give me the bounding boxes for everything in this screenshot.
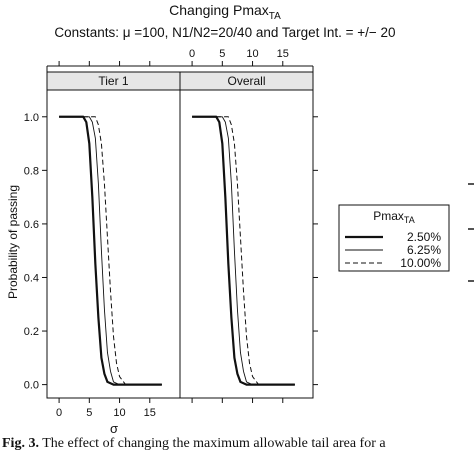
edge-mark bbox=[468, 280, 474, 282]
chart-title-main: Changing Pmax bbox=[169, 2, 269, 18]
series-line-625 bbox=[59, 116, 162, 386]
legend-title-subscript: TA bbox=[404, 215, 415, 225]
x-tick-label-top: 5 bbox=[219, 48, 225, 60]
y-tick-label: 0.6 bbox=[24, 219, 39, 231]
y-tick-label: 0.2 bbox=[24, 326, 39, 338]
y-tick-label: 0.0 bbox=[24, 380, 39, 392]
x-tick-label-bottom: 0 bbox=[56, 407, 62, 419]
chart-title-subscript: TA bbox=[269, 11, 281, 22]
legend-title: PmaxTA bbox=[373, 209, 415, 225]
chart: Changing PmaxTA Constants: μ =100, N1/N2… bbox=[6, 2, 450, 436]
series-line-250 bbox=[192, 115, 295, 386]
panel-strip-label: Tier 1 bbox=[98, 74, 129, 88]
legend-label-10-00: 10.00% bbox=[400, 256, 441, 270]
legend-label-2-50: 2.50% bbox=[407, 230, 441, 244]
x-axis-label: σ bbox=[110, 421, 118, 436]
y-tick-label: 0.8 bbox=[24, 165, 39, 177]
panel-frame bbox=[179, 89, 314, 399]
x-tick-label-bottom: 10 bbox=[113, 407, 125, 419]
edge-mark bbox=[468, 228, 474, 230]
series-line-250 bbox=[59, 115, 162, 386]
panel-strip-label: Overall bbox=[227, 74, 265, 88]
caption-label: Fig. 3. bbox=[2, 436, 39, 451]
series-line-1000 bbox=[192, 116, 295, 386]
x-tick-label-bottom: 5 bbox=[86, 407, 92, 419]
chart-subtitle: Constants: μ =100, N1/N2=20/40 and Targe… bbox=[54, 25, 395, 40]
series-line-625 bbox=[192, 116, 295, 386]
x-tick-label-top: 0 bbox=[189, 48, 195, 60]
chart-title: Changing PmaxTA bbox=[169, 2, 281, 22]
y-tick-label: 0.4 bbox=[24, 272, 39, 284]
legend-title-main: Pmax bbox=[373, 209, 404, 223]
x-tick-label-bottom: 15 bbox=[144, 407, 156, 419]
legend-label-6-25: 6.25% bbox=[407, 243, 441, 257]
x-tick-label-top: 15 bbox=[277, 48, 289, 60]
y-axis-label: Probability of passing bbox=[6, 185, 20, 299]
x-tick-label-top: 10 bbox=[246, 48, 258, 60]
caption-text: The effect of changing the maximum allow… bbox=[42, 436, 386, 451]
series-line-1000 bbox=[59, 116, 162, 386]
panels: Tier 1 Overall 0.0 0.2 0.4 0.6 0.8 1.0 0 0 5 5 10 10 1… bbox=[24, 48, 318, 419]
y-tick-label: 1.0 bbox=[24, 112, 39, 124]
edge-mark bbox=[468, 183, 474, 185]
panel-frame bbox=[46, 89, 181, 399]
figure-caption: Fig. 3. The effect of changing the maxim… bbox=[2, 436, 474, 452]
legend: PmaxTA 2.50% 6.25% 10.00% bbox=[338, 204, 450, 272]
